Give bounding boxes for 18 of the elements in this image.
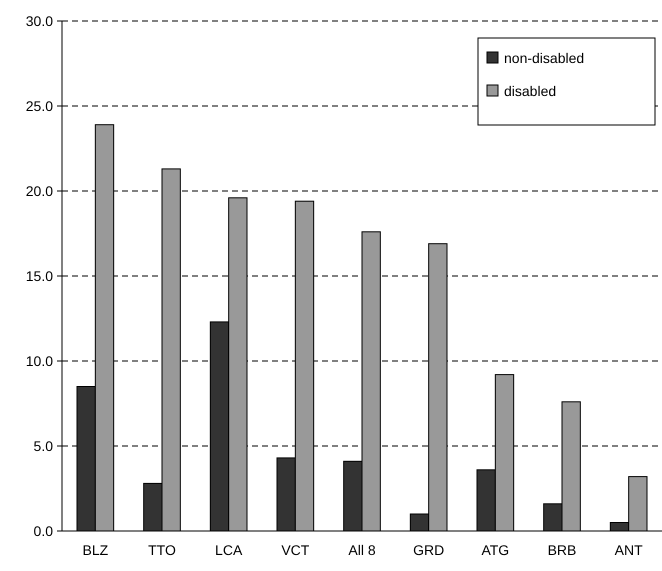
x-tick-label: BLZ <box>82 542 109 558</box>
x-tick-label: ATG <box>481 542 510 558</box>
y-tick-label: 20.0 <box>26 182 54 199</box>
legend-label: non-disabled <box>504 50 584 66</box>
x-tick-label: VCT <box>281 542 310 558</box>
y-tick-label: 15.0 <box>26 268 54 284</box>
x-tick-label: All 8 <box>348 542 376 558</box>
x-tick-label: ANT <box>614 542 644 558</box>
y-tick-label: 5.0 <box>34 438 54 454</box>
x-tick-label: TTO <box>148 542 176 558</box>
x-tick-label: GRD <box>413 542 444 558</box>
y-tick-label: 30.0 <box>26 12 54 29</box>
legend-label: disabled <box>504 82 556 99</box>
y-tick-label: 0.0 <box>34 522 54 539</box>
x-tick-label: BRB <box>548 542 576 558</box>
y-tick-label: 25.0 <box>26 98 54 114</box>
y-tick-label: 10.0 <box>26 352 54 369</box>
x-tick-label: LCA <box>215 542 243 558</box>
